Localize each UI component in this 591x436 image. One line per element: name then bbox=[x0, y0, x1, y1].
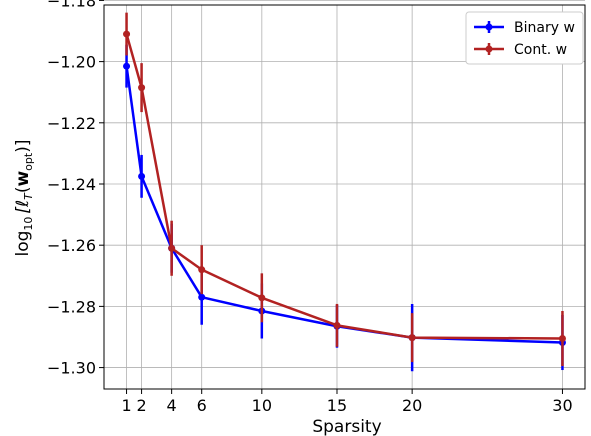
y-label-sub-10: 10 bbox=[22, 217, 35, 231]
data-point-cont bbox=[333, 321, 341, 329]
y-tick-label: −1.18 bbox=[47, 0, 96, 10]
series-cont bbox=[123, 12, 566, 367]
x-tick-label: 20 bbox=[402, 396, 422, 415]
data-point-cont bbox=[138, 84, 146, 92]
x-tick-label: 1 bbox=[121, 396, 131, 415]
y-label-w: w bbox=[13, 171, 33, 187]
legend: Binary w Cont. w bbox=[465, 11, 584, 65]
data-point-cont bbox=[408, 334, 416, 342]
series-line-cont bbox=[125, 33, 563, 340]
y-tick-label: −1.26 bbox=[47, 236, 96, 255]
series-binary bbox=[123, 44, 566, 372]
y-tick-label: −1.30 bbox=[47, 359, 96, 378]
y-label-paren: ( bbox=[13, 187, 33, 194]
y-label-sub-t: T bbox=[22, 192, 35, 200]
plot-frame bbox=[103, 4, 586, 390]
data-point-cont bbox=[558, 335, 566, 343]
y-tick-label: −1.28 bbox=[47, 297, 96, 316]
legend-label-binary: Binary w bbox=[514, 20, 575, 36]
legend-item-cont: Cont. w bbox=[474, 42, 567, 58]
y-axis-label: log10 [ℓT(wopt)] bbox=[13, 140, 35, 257]
y-label-sub-opt: opt bbox=[22, 152, 35, 171]
y-tick-label: −1.22 bbox=[47, 114, 96, 133]
x-axis-label: Sparsity bbox=[312, 417, 381, 436]
data-point-cont bbox=[168, 244, 176, 252]
series-line-binary bbox=[125, 66, 563, 344]
data-point-binary bbox=[198, 293, 206, 301]
legend-label-cont: Cont. w bbox=[514, 42, 567, 58]
legend-item-binary: Binary w bbox=[474, 20, 575, 36]
y-label-log: log bbox=[13, 231, 33, 257]
data-point-binary bbox=[123, 62, 131, 70]
y-ticks: −1.30 −1.28 −1.26 −1.24 −1.22 −1.20 −1.18 bbox=[47, 0, 104, 378]
series-layer bbox=[123, 12, 566, 372]
data-point-cont bbox=[123, 30, 131, 38]
x-ticks: 1 2 4 6 10 15 20 30 bbox=[121, 389, 573, 415]
x-tick-label: 10 bbox=[252, 396, 272, 415]
legend-marker-binary bbox=[485, 23, 493, 31]
legend-box bbox=[465, 11, 584, 65]
data-point-cont bbox=[198, 266, 206, 274]
y-label-ell: [ℓ bbox=[13, 200, 33, 214]
x-tick-label: 4 bbox=[167, 396, 177, 415]
y-tick-label: −1.24 bbox=[47, 175, 96, 194]
data-point-binary bbox=[138, 172, 146, 180]
x-tick-label: 15 bbox=[327, 396, 347, 415]
legend-marker-cont bbox=[485, 45, 493, 53]
x-tick-label: 6 bbox=[197, 396, 207, 415]
y-tick-label: −1.20 bbox=[47, 53, 96, 72]
x-tick-label: 2 bbox=[136, 396, 146, 415]
y-label-close: )] bbox=[13, 140, 33, 153]
x-tick-label: 30 bbox=[552, 396, 572, 415]
data-point-cont bbox=[258, 294, 266, 302]
